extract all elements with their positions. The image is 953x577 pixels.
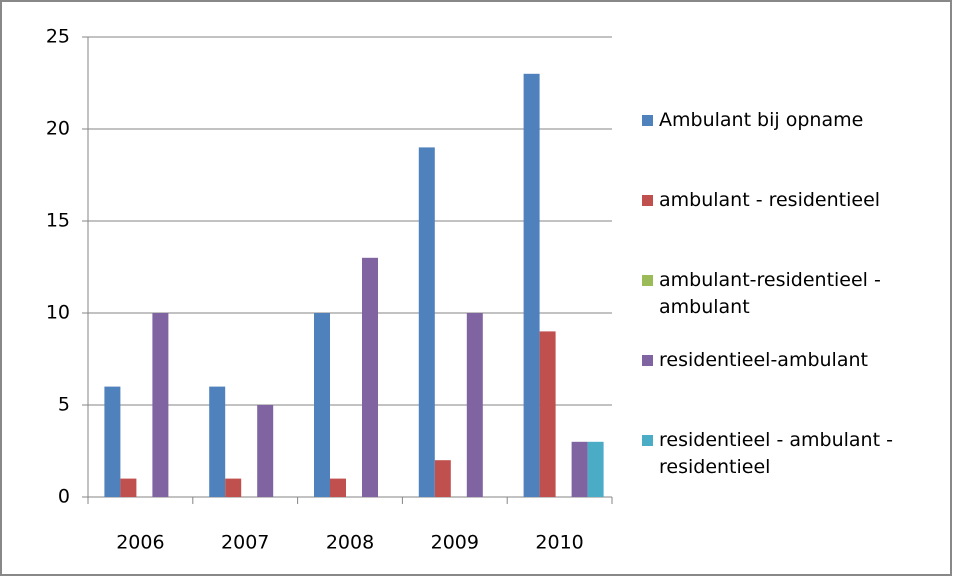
legend-entry: ambulant-residentieel - ambulant <box>642 267 917 321</box>
x-tick-label: 2009 <box>431 532 479 554</box>
bar <box>362 257 378 497</box>
bar <box>466 313 483 497</box>
legend-swatch <box>642 115 653 126</box>
bar <box>587 441 604 497</box>
legend-label: Ambulant bij opname <box>659 109 864 131</box>
bar <box>257 405 274 497</box>
x-tick-label: 2006 <box>116 532 164 554</box>
bar <box>152 313 169 497</box>
bar <box>330 478 346 497</box>
legend-swatch <box>642 195 653 206</box>
bar <box>225 478 242 497</box>
bar <box>104 386 121 497</box>
legend-swatch <box>642 435 653 446</box>
y-tick-label: 10 <box>46 302 70 324</box>
bar <box>418 147 435 497</box>
y-tick-label: 5 <box>58 394 70 416</box>
bar <box>571 441 588 497</box>
y-tick-label: 20 <box>46 118 70 140</box>
legend-swatch <box>642 275 653 286</box>
y-tick-label: 0 <box>58 486 70 508</box>
y-tick-label: 25 <box>46 26 70 48</box>
x-tick-label: 2010 <box>535 532 583 554</box>
bar <box>120 478 137 497</box>
x-tick-label: 2008 <box>326 532 374 554</box>
bar <box>314 313 330 497</box>
legend-swatch <box>642 355 653 366</box>
legend-entry: residentieel-ambulant <box>642 347 917 374</box>
legend-label: ambulant-residentieel - ambulant <box>659 269 881 318</box>
bar <box>523 73 540 498</box>
legend-label: ambulant - residentieel <box>659 189 881 211</box>
legend-entry: residentieel - ambulant - residentieel <box>642 427 917 481</box>
legend-label: residentieel-ambulant <box>659 349 868 371</box>
bar <box>434 460 451 497</box>
bar <box>539 331 556 497</box>
x-tick-label: 2007 <box>221 532 269 554</box>
bar <box>209 386 226 497</box>
legend-label: residentieel - ambulant - residentieel <box>659 429 893 478</box>
legend-entry: ambulant - residentieel <box>642 187 917 214</box>
y-tick-label: 15 <box>46 210 70 232</box>
legend-entry: Ambulant bij opname <box>642 107 917 134</box>
